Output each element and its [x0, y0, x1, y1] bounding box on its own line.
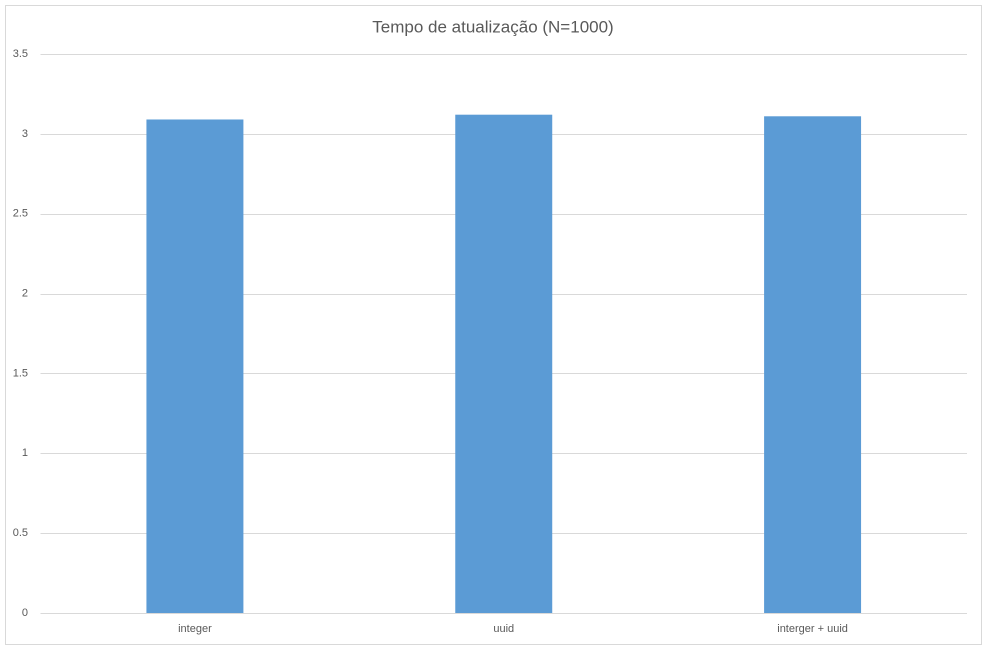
bar [146, 119, 244, 614]
chart-title: Tempo de atualização (N=1000) [372, 17, 613, 36]
y-tick-label: 1 [22, 447, 28, 459]
y-tick-label: 2 [22, 287, 28, 299]
bar [455, 114, 553, 613]
y-tick-label: 2.5 [13, 208, 28, 220]
x-tick-label: uuid [493, 623, 514, 635]
y-tick-label: 3 [22, 128, 28, 140]
y-tick-label: 1.5 [13, 367, 28, 379]
bar [764, 116, 862, 613]
x-tick-label: integer [178, 623, 212, 635]
y-tick-label: 0 [22, 607, 28, 619]
x-tick-label: interger + uuid [777, 623, 848, 635]
y-tick-label: 3.5 [13, 48, 28, 60]
y-tick-label: 0.5 [13, 527, 28, 539]
